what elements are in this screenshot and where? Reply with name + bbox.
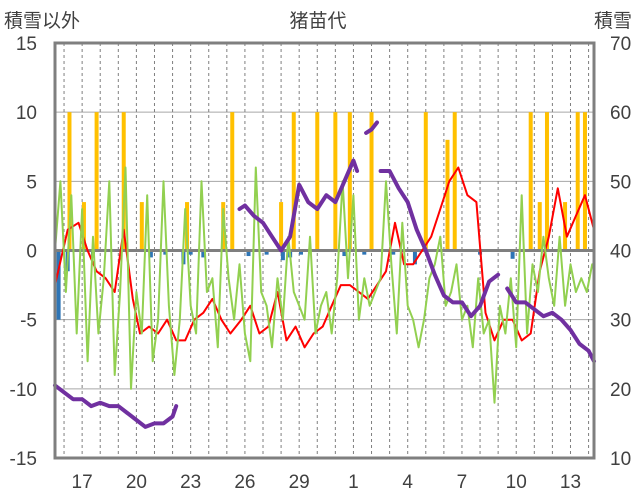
purple-series-line xyxy=(378,169,501,319)
orange-bar xyxy=(452,112,457,251)
orange-bar xyxy=(230,112,235,251)
blue-bar xyxy=(163,250,168,255)
x-tick-label: 17 xyxy=(72,472,93,493)
blue-bar xyxy=(412,250,417,265)
orange-bar xyxy=(81,202,86,251)
right-tick-label: 70 xyxy=(610,34,631,55)
orange-bar xyxy=(544,112,549,251)
orange-bar xyxy=(528,112,533,251)
left-tick-label: -10 xyxy=(10,380,37,401)
blue-bar xyxy=(148,250,153,258)
right-tick-label: 50 xyxy=(610,172,631,193)
right-tick-label: 40 xyxy=(610,242,631,263)
orange-bar xyxy=(582,112,587,251)
blue-bar xyxy=(391,250,396,255)
left-tick-label: -15 xyxy=(10,449,37,470)
x-tick-label: 4 xyxy=(402,472,413,493)
orange-bar xyxy=(369,112,374,251)
blue-bar xyxy=(188,250,193,255)
blue-bar xyxy=(56,250,61,320)
x-tick-label: 20 xyxy=(126,472,147,493)
x-tick-label: 26 xyxy=(234,472,255,493)
orange-bar xyxy=(291,112,296,251)
orange-bar xyxy=(279,202,284,251)
orange-bar xyxy=(67,112,72,251)
orange-bar xyxy=(315,112,320,251)
blue-bar xyxy=(510,250,515,259)
right-axis-title: 積雪 xyxy=(594,10,632,32)
blue-bar xyxy=(280,250,285,261)
left-tick-label: 10 xyxy=(16,103,37,124)
purple-series-line xyxy=(364,120,379,135)
orange-bar xyxy=(121,112,126,251)
purple-series-line xyxy=(237,158,360,253)
right-tick-label: 30 xyxy=(610,311,631,332)
orange-bar xyxy=(333,112,338,251)
x-tick-label: 10 xyxy=(506,472,527,493)
left-axis-title: 積雪以外 xyxy=(4,10,80,32)
x-tick-label: 13 xyxy=(560,472,581,493)
orange-bar xyxy=(537,202,542,251)
left-tick-label: 15 xyxy=(16,34,37,55)
orange-bar xyxy=(94,112,99,251)
purple-series-line xyxy=(505,286,596,364)
purple-series-line xyxy=(53,383,179,429)
red-series-line xyxy=(54,166,595,349)
green-series-line xyxy=(54,166,594,404)
blue-bar xyxy=(342,250,347,257)
right-tick-label: 20 xyxy=(610,380,631,401)
series-lines xyxy=(53,120,596,429)
orange-bar xyxy=(445,139,450,251)
blue-bar xyxy=(201,250,206,258)
x-tick-label: 1 xyxy=(348,472,359,493)
left-tick-label: -5 xyxy=(20,311,37,332)
left-tick-label: 5 xyxy=(26,172,37,193)
plot-frame xyxy=(53,41,596,460)
chart-title: 猪苗代 xyxy=(289,10,346,32)
bars xyxy=(56,112,587,320)
x-tick-label: 23 xyxy=(180,472,201,493)
blue-bar xyxy=(264,250,269,255)
orange-bar xyxy=(347,112,352,251)
left-tick-label: 0 xyxy=(26,242,37,263)
orange-bar xyxy=(575,112,580,251)
orange-bar xyxy=(139,202,144,251)
x-tick-label: 7 xyxy=(457,472,468,493)
right-tick-label: 60 xyxy=(610,103,631,124)
orange-bar xyxy=(423,112,428,251)
blue-bar xyxy=(246,250,251,257)
right-tick-label: 10 xyxy=(610,449,631,470)
blue-bar xyxy=(298,250,303,255)
x-tick-label: 29 xyxy=(289,472,310,493)
blue-bar xyxy=(362,250,367,255)
